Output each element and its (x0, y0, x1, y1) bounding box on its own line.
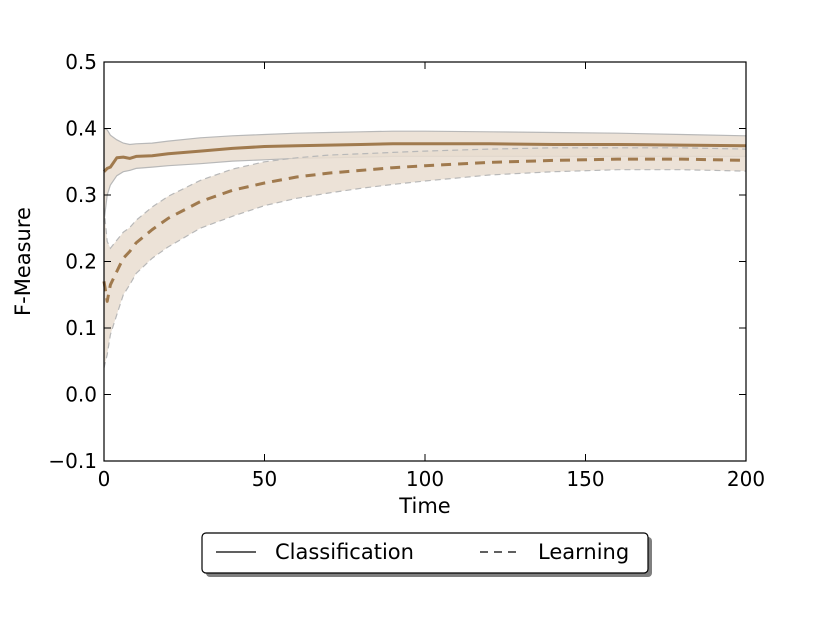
legend-box (201, 532, 649, 574)
y-tick-label: −0.1 (48, 449, 97, 473)
y-tick-label: 0.3 (65, 183, 97, 207)
series-line-learning (102, 157, 747, 303)
band-lower-edge-learning (103, 169, 747, 369)
x-tick-label: 150 (566, 467, 604, 491)
y-tick-label: 0.4 (65, 117, 97, 141)
band-upper-edge-learning (103, 147, 747, 250)
x-tick-label: 50 (252, 467, 277, 491)
band-learning (104, 147, 746, 368)
series-lines (102, 142, 747, 303)
y-tick-label: 0.5 (65, 50, 97, 74)
y-tick-label: 0.2 (65, 250, 97, 274)
y-tick-label: 0.0 (65, 383, 97, 407)
y-axis-title: F-Measure (11, 207, 35, 316)
legend-label-learning: Learning (538, 540, 629, 564)
legend: Classification Learning (201, 532, 652, 577)
x-tick-label: 100 (406, 467, 444, 491)
x-tick-label: 200 (727, 467, 765, 491)
series-line-classification (102, 142, 747, 173)
legend-label-classification: Classification (275, 540, 414, 564)
confidence-bands (103, 127, 747, 369)
y-tick-label: 0.1 (65, 316, 97, 340)
x-tick-label: 0 (98, 467, 111, 491)
axis-ticks: 0 50 100 150 200 −0.1 0.0 0.1 0.2 0.3 0.4 0.5 (48, 50, 765, 491)
band-upper-edge-classification (103, 127, 747, 146)
x-axis-title: Time (398, 494, 450, 518)
